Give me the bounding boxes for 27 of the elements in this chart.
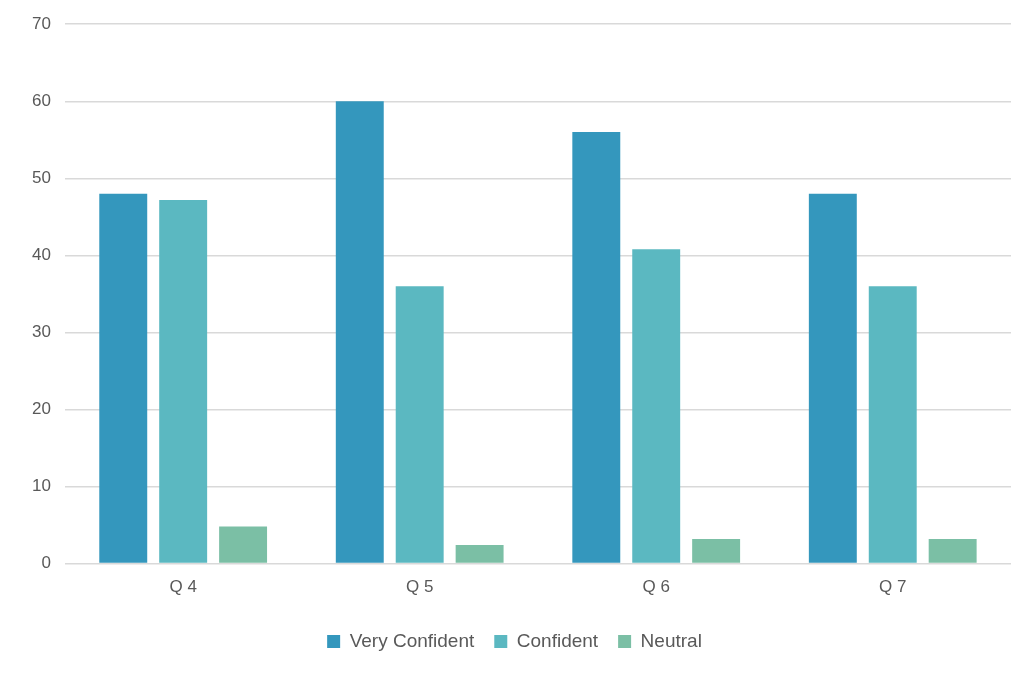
bar bbox=[928, 538, 977, 563]
y-tick-label: 60 bbox=[31, 90, 51, 110]
y-tick-label: 10 bbox=[31, 476, 51, 496]
legend-label: Neutral bbox=[640, 629, 702, 651]
y-tick-label: 40 bbox=[31, 245, 51, 265]
bar bbox=[632, 249, 681, 563]
bar bbox=[99, 193, 148, 563]
legend-label: Very Confident bbox=[349, 629, 475, 651]
bar bbox=[455, 545, 504, 563]
bar bbox=[692, 538, 741, 563]
y-tick-label: 0 bbox=[41, 553, 51, 573]
y-tick-label: 20 bbox=[31, 399, 51, 419]
bar bbox=[868, 286, 917, 563]
x-tick-label: Q 6 bbox=[642, 577, 670, 597]
x-tick-label: Q 4 bbox=[169, 577, 197, 597]
y-tick-label: 50 bbox=[31, 168, 51, 187]
bar bbox=[808, 193, 857, 563]
legend-label: Confident bbox=[516, 629, 599, 651]
x-tick-label: Q 5 bbox=[405, 577, 434, 597]
x-tick-label: Q 7 bbox=[879, 577, 907, 597]
bar bbox=[572, 132, 621, 563]
bar bbox=[395, 286, 444, 563]
y-tick-label: 30 bbox=[31, 322, 51, 342]
bar bbox=[335, 101, 384, 563]
bar bbox=[159, 199, 208, 563]
y-tick-label: 70 bbox=[31, 13, 51, 33]
bar bbox=[219, 526, 268, 563]
